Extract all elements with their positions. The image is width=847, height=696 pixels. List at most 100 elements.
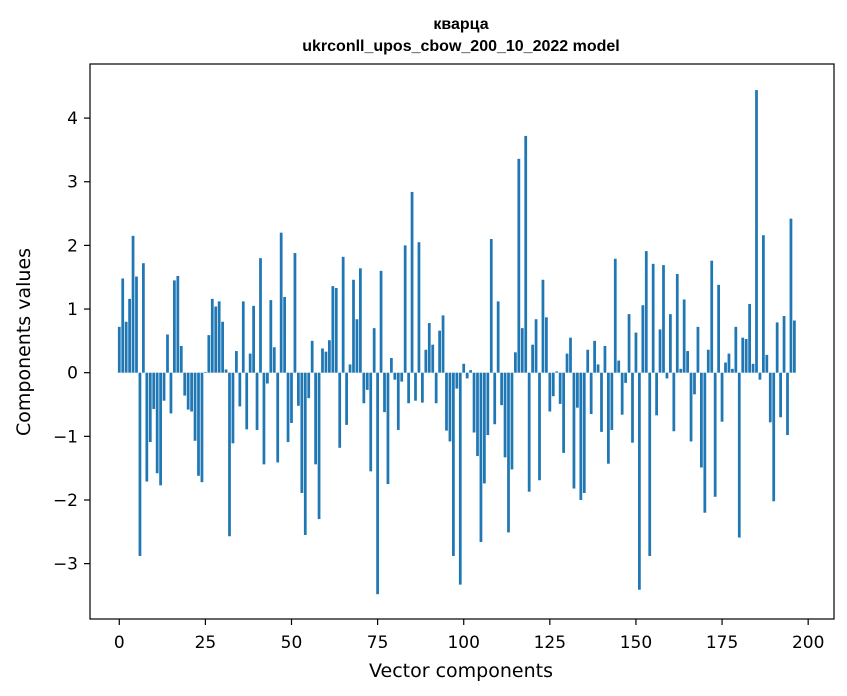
bar-26 <box>207 335 211 373</box>
bar-83 <box>403 245 407 373</box>
bar-11 <box>155 372 159 474</box>
bar-189 <box>768 372 772 423</box>
bar-178 <box>731 368 734 373</box>
bar-133 <box>576 372 579 408</box>
bar-146 <box>620 372 624 415</box>
bar-82 <box>400 372 404 382</box>
bar-series <box>117 90 796 595</box>
bar-150 <box>634 332 638 373</box>
bar-159 <box>665 372 669 379</box>
bar-23 <box>197 372 200 476</box>
bar-139 <box>596 364 600 373</box>
bar-64 <box>338 372 342 448</box>
x-tick-label: 200 <box>792 633 824 653</box>
bar-121 <box>534 319 538 373</box>
bar-37 <box>245 372 249 430</box>
bar-21 <box>190 372 193 412</box>
bar-46 <box>276 372 280 463</box>
y-axis-ticks: −3 −2 −1 0 1 2 3 4 <box>53 109 90 575</box>
bar-19 <box>183 372 187 396</box>
bar-34 <box>235 351 238 373</box>
bar-110 <box>496 301 500 373</box>
bar-144 <box>613 258 617 373</box>
bar-186 <box>758 372 762 380</box>
bar-32 <box>228 372 231 537</box>
y-tick-label: 0 <box>67 364 78 384</box>
bar-90 <box>427 323 431 373</box>
bar-28 <box>214 306 218 373</box>
bar-9 <box>148 372 152 443</box>
bar-188 <box>765 354 769 373</box>
bar-135 <box>582 372 586 493</box>
bar-138 <box>593 340 596 373</box>
bar-74 <box>372 328 376 373</box>
bar-18 <box>179 345 183 373</box>
bar-192 <box>779 372 782 418</box>
bar-50 <box>290 372 293 423</box>
bar-166 <box>689 372 693 442</box>
bar-17 <box>176 275 180 373</box>
y-tick-label: −1 <box>53 427 78 447</box>
bar-3 <box>128 298 131 373</box>
bar-97 <box>452 372 455 556</box>
bar-195 <box>789 218 793 373</box>
bar-149 <box>631 372 634 443</box>
bar-96 <box>448 372 452 442</box>
bar-30 <box>221 321 224 373</box>
bar-162 <box>675 274 679 373</box>
bar-172 <box>710 260 714 373</box>
bar-60 <box>324 351 328 373</box>
bar-165 <box>686 351 689 373</box>
bar-6 <box>138 372 142 556</box>
bar-154 <box>648 372 652 556</box>
bar-58 <box>317 372 321 520</box>
bar-84 <box>407 372 410 404</box>
bar-147 <box>624 372 627 383</box>
bar-163 <box>679 368 683 373</box>
bar-52 <box>297 372 300 406</box>
bar-98 <box>455 372 459 389</box>
x-axis-label: Vector components <box>369 660 553 682</box>
bar-63 <box>334 288 338 373</box>
bar-148 <box>627 314 631 373</box>
x-tick-label: 50 <box>281 633 303 653</box>
bar-48 <box>283 296 286 373</box>
bar-95 <box>445 372 448 431</box>
bar-132 <box>572 372 576 489</box>
bar-29 <box>217 301 221 373</box>
bar-35 <box>238 372 242 407</box>
bar-126 <box>551 372 555 397</box>
bar-114 <box>510 372 514 470</box>
bar-177 <box>727 353 731 373</box>
bar-171 <box>706 349 710 373</box>
bar-161 <box>672 372 676 432</box>
bar-70 <box>359 268 362 373</box>
bar-72 <box>365 372 369 390</box>
bar-7 <box>142 263 145 373</box>
bar-131 <box>569 337 572 373</box>
bar-181 <box>741 337 745 373</box>
bar-109 <box>493 372 497 425</box>
x-tick-label: 25 <box>195 633 217 653</box>
bar-87 <box>417 242 421 373</box>
bar-93 <box>438 330 441 373</box>
bar-61 <box>328 340 331 373</box>
bar-151 <box>638 372 641 590</box>
bar-12 <box>159 372 162 486</box>
bar-153 <box>644 251 648 373</box>
bar-27 <box>210 298 214 373</box>
bar-68 <box>352 279 355 373</box>
bar-104 <box>476 372 479 457</box>
bar-69 <box>355 319 359 373</box>
bar-152 <box>641 305 645 373</box>
bar-168 <box>696 326 700 373</box>
x-tick-label: 0 <box>114 633 125 653</box>
bar-119 <box>527 372 531 492</box>
bar-156 <box>655 372 658 416</box>
bar-33 <box>231 372 235 444</box>
bar-123 <box>541 279 545 373</box>
bar-103 <box>472 372 476 433</box>
bar-182 <box>744 338 748 373</box>
